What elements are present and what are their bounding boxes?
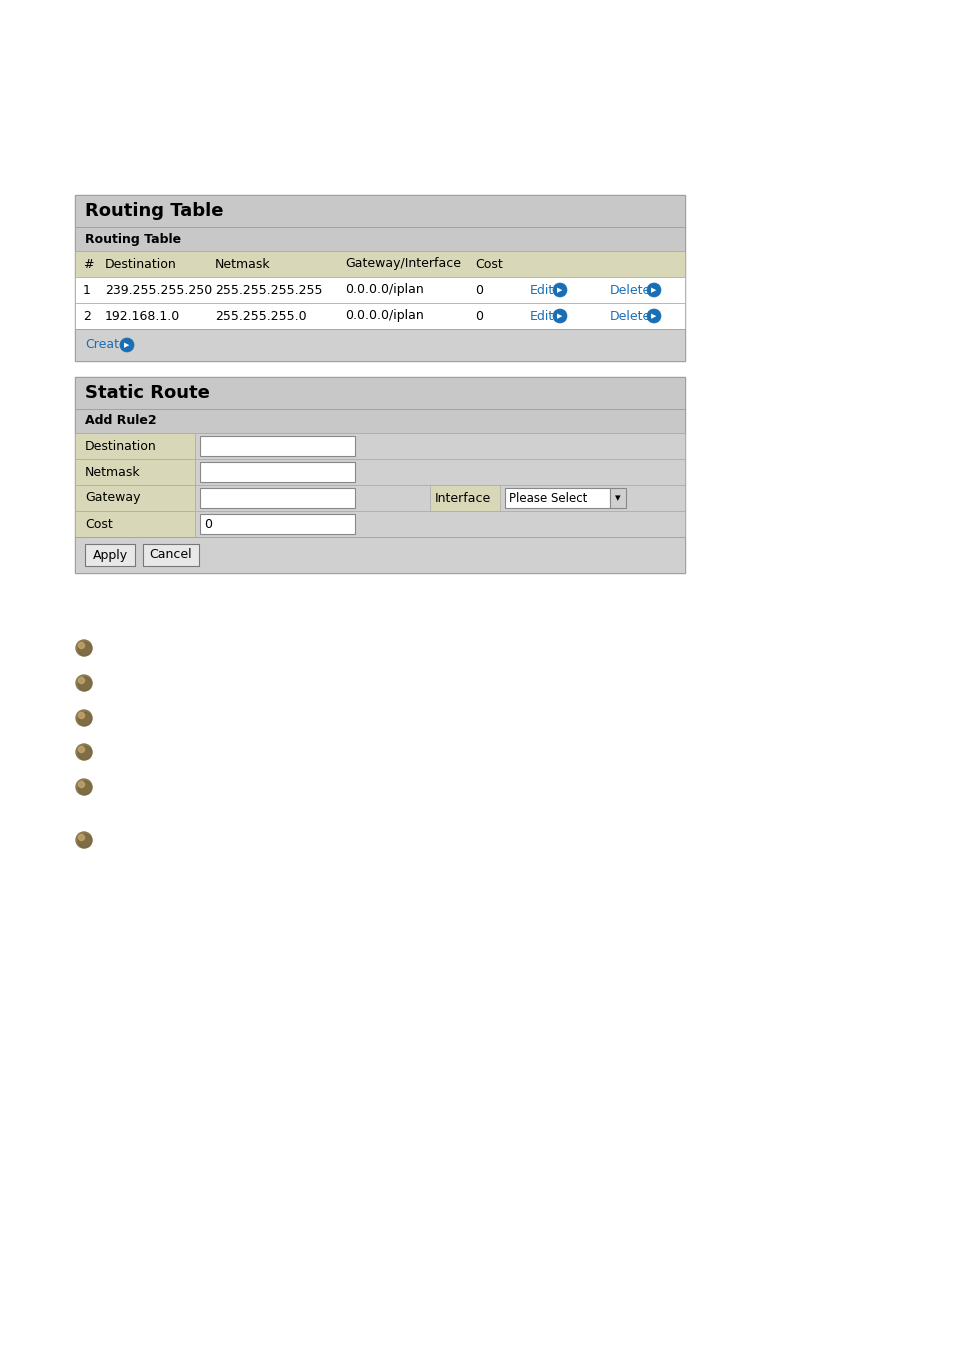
Circle shape	[78, 712, 85, 719]
Text: 0: 0	[204, 517, 212, 531]
Bar	[194, 511, 684, 536]
Bar	[194, 485, 684, 511]
Text: Routing Table: Routing Table	[85, 203, 223, 220]
Text: 0: 0	[475, 309, 482, 323]
Text: ▶: ▶	[557, 313, 562, 319]
Text: 2: 2	[83, 309, 91, 323]
Text: Please Select: Please Select	[509, 492, 587, 504]
Text: #: #	[83, 258, 93, 270]
Text: Delete: Delete	[609, 284, 651, 296]
Circle shape	[78, 642, 91, 655]
Circle shape	[78, 746, 91, 759]
Circle shape	[76, 640, 91, 657]
Bar	[75, 251, 684, 277]
Text: Netmask: Netmask	[85, 466, 140, 478]
Text: Gateway/Interface: Gateway/Interface	[345, 258, 460, 270]
Text: ▾: ▾	[615, 493, 620, 503]
Text: Edit: Edit	[530, 309, 554, 323]
Bar	[75, 277, 684, 303]
Text: Interface: Interface	[435, 492, 491, 504]
Circle shape	[553, 282, 566, 297]
Circle shape	[78, 781, 85, 788]
Bar	[200, 462, 355, 482]
Bar	[75, 303, 684, 330]
Text: Add Rule2: Add Rule2	[85, 415, 156, 427]
Bar	[200, 513, 355, 534]
Text: 1: 1	[83, 284, 91, 296]
Text: ▶: ▶	[651, 286, 656, 293]
Text: Netmask: Netmask	[214, 258, 271, 270]
Circle shape	[78, 643, 85, 648]
Text: Static Route: Static Route	[85, 384, 210, 403]
Text: Gateway: Gateway	[85, 492, 140, 504]
Text: Destination: Destination	[85, 439, 156, 453]
Circle shape	[78, 781, 91, 794]
Bar	[75, 227, 684, 251]
Bar	[75, 195, 684, 227]
Bar	[75, 536, 684, 573]
Text: Delete: Delete	[609, 309, 651, 323]
Circle shape	[78, 677, 91, 690]
Circle shape	[646, 282, 660, 297]
Bar	[75, 485, 194, 511]
Circle shape	[76, 744, 91, 761]
Bar	[504, 488, 609, 508]
Bar	[75, 195, 684, 361]
Text: Edit: Edit	[530, 284, 554, 296]
Circle shape	[78, 712, 91, 725]
Text: Destination: Destination	[105, 258, 176, 270]
Bar	[75, 511, 194, 536]
Bar	[430, 485, 499, 511]
Bar	[200, 436, 355, 457]
Bar	[75, 377, 684, 409]
Circle shape	[76, 711, 91, 725]
Bar	[85, 544, 135, 566]
Text: 255.255.255.255: 255.255.255.255	[214, 284, 322, 296]
Circle shape	[646, 309, 660, 323]
Bar	[194, 434, 684, 459]
Text: Create: Create	[85, 339, 127, 351]
Circle shape	[76, 780, 91, 794]
Text: Cost: Cost	[475, 258, 502, 270]
Circle shape	[553, 309, 566, 323]
Text: ▶: ▶	[557, 286, 562, 293]
Text: Cost: Cost	[85, 517, 112, 531]
Bar	[75, 434, 194, 459]
Bar	[75, 459, 194, 485]
Circle shape	[78, 835, 85, 840]
Text: 192.168.1.0: 192.168.1.0	[105, 309, 180, 323]
Text: Apply: Apply	[92, 549, 128, 562]
Bar	[75, 409, 684, 434]
Bar	[200, 488, 355, 508]
Text: 255.255.255.0: 255.255.255.0	[214, 309, 306, 323]
Text: 0: 0	[475, 284, 482, 296]
Text: Routing Table: Routing Table	[85, 232, 181, 246]
Text: 239.255.255.250: 239.255.255.250	[105, 284, 212, 296]
Bar	[609, 488, 625, 508]
Circle shape	[78, 677, 85, 684]
Bar	[194, 459, 684, 485]
Bar	[75, 330, 684, 361]
Circle shape	[78, 834, 91, 848]
Text: Cancel: Cancel	[150, 549, 193, 562]
Bar	[143, 544, 199, 566]
Circle shape	[76, 832, 91, 848]
Circle shape	[78, 747, 85, 753]
Text: 0.0.0.0/iplan: 0.0.0.0/iplan	[345, 309, 423, 323]
Circle shape	[76, 676, 91, 690]
Text: ▶: ▶	[651, 313, 656, 319]
Circle shape	[120, 338, 133, 353]
Text: ▶: ▶	[124, 342, 130, 349]
Text: 0.0.0.0/iplan: 0.0.0.0/iplan	[345, 284, 423, 296]
Bar	[75, 377, 684, 573]
